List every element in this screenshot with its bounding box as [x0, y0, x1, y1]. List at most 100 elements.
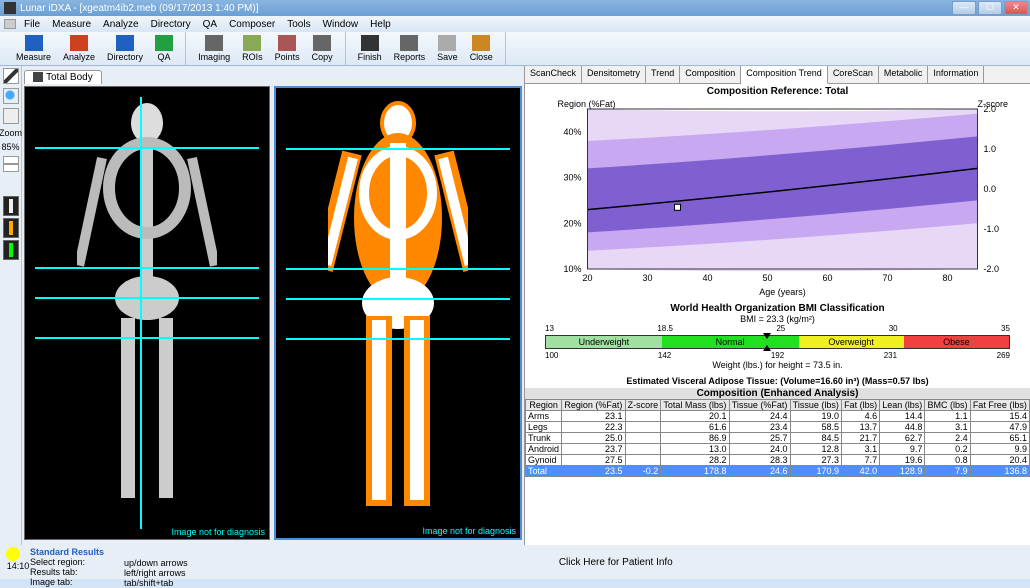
split-tool[interactable] [3, 156, 19, 172]
svg-text:-2.0: -2.0 [984, 264, 1000, 274]
tab-trend[interactable]: Trend [646, 66, 680, 83]
bmi-weight-label: Weight (lbs.) for height = 73.5 in. [545, 360, 1010, 370]
bmi-section: World Health Organization BMI Classifica… [525, 299, 1030, 374]
table-row-total[interactable]: Total23.5-0.2178.824.6170.942.0128.97.91… [526, 466, 1030, 477]
svg-text:Region (%Fat): Region (%Fat) [558, 99, 616, 109]
bmi-seg-obese: Obese [904, 336, 1009, 348]
bmi-subtitle: BMI = 23.3 (kg/m²) [545, 314, 1010, 324]
app-icon [4, 2, 16, 14]
svg-text:30%: 30% [563, 173, 581, 183]
title-bar: Lunar iDXA - [xgeatm4ib2.meb (09/17/2013… [0, 0, 1030, 16]
svg-text:Z-score: Z-score [978, 99, 1009, 109]
svg-text:50: 50 [762, 273, 772, 283]
toolbar-reports[interactable]: Reports [388, 35, 432, 62]
bulb-icon [6, 547, 20, 561]
svg-text:40%: 40% [563, 127, 581, 137]
table-row[interactable]: Trunk25.086.925.784.521.762.72.465.1 [526, 433, 1030, 444]
analyze-icon [70, 35, 88, 51]
chart-title: Composition Reference: Total [525, 84, 1030, 99]
measure-icon [25, 35, 43, 51]
composition-chart: 10%20%30%40%20304050607080-2.0-1.00.01.0… [545, 99, 1010, 299]
zoom-tool[interactable] [3, 88, 19, 104]
table-row[interactable]: Gynoid27.528.228.327.37.719.60.820.4 [526, 455, 1030, 466]
svg-text:10%: 10% [563, 264, 581, 274]
svg-text:40: 40 [702, 273, 712, 283]
disclaimer-1: Image not for diagnosis [171, 527, 265, 537]
menu-directory[interactable]: Directory [145, 19, 197, 30]
close-button[interactable]: ✕ [1004, 1, 1028, 15]
tissue-image[interactable]: Image not for diagnosis [274, 86, 522, 540]
menu-composer[interactable]: Composer [223, 19, 281, 30]
menu-measure[interactable]: Measure [46, 19, 97, 30]
bmi-title: World Health Organization BMI Classifica… [545, 303, 1010, 314]
toolbar-close[interactable]: Close [464, 35, 499, 62]
menu-bar: File Measure Analyze Directory QA Compos… [0, 16, 1030, 32]
bmi-seg-normal: Normal [662, 336, 799, 348]
toolbar-qa[interactable]: QA [149, 35, 179, 62]
menu-analyze[interactable]: Analyze [97, 19, 145, 30]
svg-text:1.0: 1.0 [984, 144, 997, 154]
pan-tool[interactable] [3, 108, 19, 124]
svg-text:60: 60 [822, 273, 832, 283]
view-thumb-color[interactable] [3, 240, 19, 260]
points-icon [278, 35, 296, 51]
tab-metabolic[interactable]: Metabolic [879, 66, 929, 83]
table-row[interactable]: Legs22.361.623.458.513.744.83.147.9 [526, 422, 1030, 433]
qa-icon [155, 35, 173, 51]
toolbar-directory[interactable]: Directory [101, 35, 149, 62]
table-row[interactable]: Arms23.120.124.419.04.614.41.115.4 [526, 411, 1030, 422]
finish-icon [361, 35, 379, 51]
toolbar: MeasureAnalyzeDirectoryQA ImagingROIsPoin… [0, 32, 1030, 66]
patient-info-link[interactable]: Click Here for Patient Info [208, 557, 1024, 568]
toolbar-finish[interactable]: Finish [352, 35, 388, 62]
status-bar: 14:10 Standard Results Select region: Re… [0, 545, 1030, 579]
menu-help[interactable]: Help [364, 19, 397, 30]
svg-text:-1.0: -1.0 [984, 224, 1000, 234]
directory-icon [116, 35, 134, 51]
menu-qa[interactable]: QA [197, 19, 223, 30]
menu-file[interactable]: File [18, 19, 46, 30]
bmi-seg-underweight: Underweight [546, 336, 662, 348]
toolbar-measure[interactable]: Measure [10, 35, 57, 62]
toolbar-imaging[interactable]: Imaging [192, 35, 236, 62]
skeleton-xray-svg [77, 98, 217, 528]
result-tabs: ScanCheckDensitometryTrendCompositionCom… [525, 66, 1030, 84]
view-thumb-xray[interactable] [3, 196, 19, 216]
mdi-icon[interactable] [4, 19, 16, 29]
zoom-label: Zoom [0, 128, 22, 138]
menu-window[interactable]: Window [317, 19, 365, 30]
tab-densitometry[interactable]: Densitometry [582, 66, 646, 83]
minimize-button[interactable]: — [952, 1, 976, 15]
maximize-button[interactable]: ☐ [978, 1, 1002, 15]
svg-text:Age (years): Age (years) [759, 287, 806, 297]
bmi-seg-overweight: Overweight [799, 336, 904, 348]
tab-information[interactable]: Information [928, 66, 984, 83]
toolbar-rois[interactable]: ROIs [236, 35, 269, 62]
svg-text:30: 30 [642, 273, 652, 283]
image-panel: Total Body Image not for diag [22, 66, 524, 545]
imaging-icon [205, 35, 223, 51]
view-thumb-tissue[interactable] [3, 218, 19, 238]
tab-composition-trend[interactable]: Composition Trend [741, 66, 828, 84]
tab-composition[interactable]: Composition [680, 66, 741, 83]
bmi-bar: UnderweightNormalOverweightObese [545, 335, 1010, 349]
toolbar-points[interactable]: Points [269, 35, 306, 62]
xray-image[interactable]: Image not for diagnosis [24, 86, 270, 540]
close-icon [472, 35, 490, 51]
body-icon [33, 72, 43, 82]
copy-icon [313, 35, 331, 51]
svg-text:80: 80 [942, 273, 952, 283]
table-row[interactable]: Android23.713.024.012.83.19.70.29.9 [526, 444, 1030, 455]
tab-scancheck[interactable]: ScanCheck [525, 66, 582, 83]
tab-corescan[interactable]: CoreScan [828, 66, 879, 83]
pointer-tool[interactable] [3, 68, 19, 84]
svg-text:20%: 20% [563, 218, 581, 228]
image-tab-total-body[interactable]: Total Body [24, 70, 102, 84]
menu-tools[interactable]: Tools [281, 19, 316, 30]
toolbar-save[interactable]: Save [431, 35, 464, 62]
toolbar-analyze[interactable]: Analyze [57, 35, 101, 62]
results-panel: ScanCheckDensitometryTrendCompositionCom… [524, 66, 1030, 545]
status-time: 14:10 [6, 561, 30, 571]
window-title: Lunar iDXA - [xgeatm4ib2.meb (09/17/2013… [20, 3, 258, 14]
toolbar-copy[interactable]: Copy [306, 35, 339, 62]
